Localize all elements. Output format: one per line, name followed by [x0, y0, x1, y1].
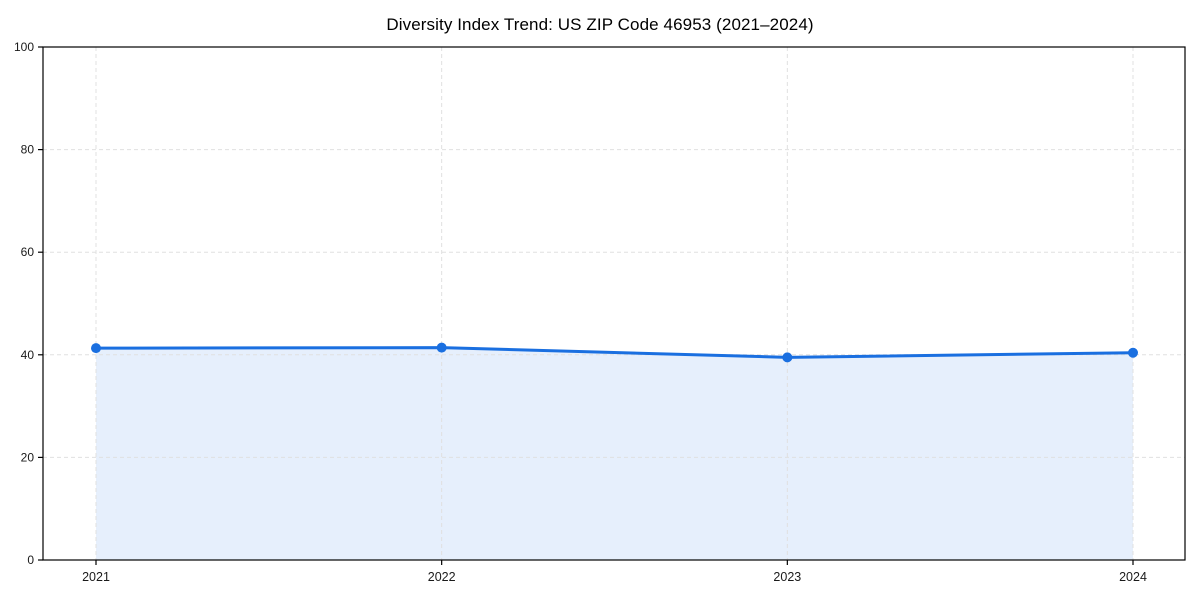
ytick-label-60: 60	[21, 245, 35, 259]
trend-line	[94, 346, 1135, 359]
ytick-label-0: 0	[27, 553, 34, 567]
data-point-2022	[436, 342, 447, 353]
xtick-label-2021: 2021	[82, 570, 110, 584]
data-point-2024	[1128, 347, 1138, 358]
ytick-label-40: 40	[21, 348, 35, 362]
data-point-2023	[782, 352, 793, 363]
chart-title: Diversity Index Trend: US ZIP Code 46953…	[386, 15, 814, 34]
xtick-label-2022: 2022	[428, 570, 456, 584]
ytick-label-80: 80	[21, 143, 35, 157]
data-point-2021	[91, 343, 101, 354]
area-fill	[96, 347, 1133, 560]
plot-border	[42, 46, 1186, 561]
xtick-label-2024: 2024	[1119, 570, 1147, 584]
xtick-label-2023: 2023	[773, 570, 801, 584]
ytick-label-100: 100	[14, 40, 34, 54]
ytick-label-20: 20	[21, 450, 35, 464]
